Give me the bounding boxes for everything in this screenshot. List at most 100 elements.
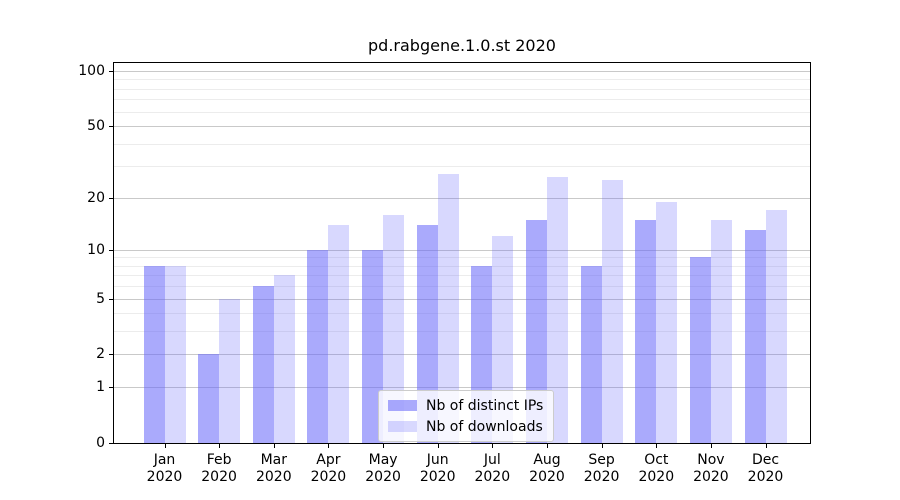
bar-ips-aug <box>526 219 547 443</box>
xtick-mark-dec <box>765 444 767 448</box>
xtick-year: 2020 <box>255 469 292 485</box>
gridline-5 <box>114 298 810 300</box>
bar-downloads-may <box>383 214 405 443</box>
xtick-month: May <box>368 452 398 468</box>
bar-downloads-apr <box>328 224 350 443</box>
xtick-label-sep: Sep 2020 <box>567 452 637 486</box>
ytick-mark-10 <box>109 249 113 251</box>
xtick-mark-jan <box>164 444 166 448</box>
xtick-label-apr: Apr 2020 <box>293 452 363 486</box>
gridline-2 <box>114 354 810 356</box>
legend-item-distinct-ips: Nb of distinct IPs <box>388 397 543 414</box>
ytick-label-10: 10 <box>87 241 105 258</box>
xtick-month: Apr <box>316 452 341 468</box>
gridline-50 <box>114 126 810 128</box>
gridline-20 <box>114 197 810 199</box>
xtick-mark-mar <box>273 444 275 448</box>
xtick-label-mar: Mar 2020 <box>239 452 309 486</box>
gridline-90 <box>114 79 810 81</box>
bar-downloads-dec <box>765 210 787 443</box>
gridline-40 <box>114 143 810 145</box>
legend-item-downloads: Nb of downloads <box>388 418 543 435</box>
xtick-mark-nov <box>710 444 712 448</box>
gridline-7 <box>114 275 810 277</box>
xtick-label-oct: Oct 2020 <box>621 452 691 486</box>
xtick-month: Jun <box>426 452 449 468</box>
bar-ips-nov <box>689 257 711 443</box>
ytick-mark-2 <box>109 354 113 356</box>
gridline-80 <box>114 88 810 90</box>
xtick-year: 2020 <box>146 469 183 485</box>
bar-ips-jun <box>416 224 438 443</box>
ytick-mark-5 <box>109 298 113 300</box>
xtick-label-jun: Jun 2020 <box>403 452 473 486</box>
gridline-4 <box>114 313 810 315</box>
xtick-year: 2020 <box>310 469 347 485</box>
xtick-mark-apr <box>328 444 330 448</box>
gridline-1 <box>114 387 810 389</box>
ytick-label-20: 20 <box>87 189 105 206</box>
bar-ips-feb <box>198 354 220 443</box>
xtick-mark-jul <box>492 444 494 448</box>
xtick-mark-may <box>383 444 385 448</box>
xtick-label-jul: Jul 2020 <box>457 452 527 486</box>
bar-ips-mar <box>252 286 274 443</box>
gridline-8 <box>114 265 810 267</box>
bar-downloads-aug <box>547 177 568 443</box>
xtick-month: Aug <box>533 452 561 468</box>
gridline-60 <box>114 111 810 113</box>
bar-downloads-mar <box>273 275 295 443</box>
xtick-label-may: May 2020 <box>348 452 418 486</box>
gridline-9 <box>114 257 810 259</box>
gridline-100 <box>114 71 810 72</box>
gridline-30 <box>114 166 810 168</box>
xtick-label-aug: Aug 2020 <box>512 452 582 486</box>
xtick-month: Feb <box>206 452 232 468</box>
bar-ips-jan <box>143 265 165 443</box>
xtick-year: 2020 <box>365 469 401 485</box>
ytick-label-50: 50 <box>87 118 105 135</box>
xtick-mark-sep <box>601 444 603 448</box>
bar-downloads-jan <box>164 265 186 443</box>
legend-swatch-distinct-ips <box>388 400 417 411</box>
ytick-mark-1 <box>109 387 113 389</box>
bar-downloads-sep <box>601 180 623 443</box>
xtick-year: 2020 <box>693 469 729 485</box>
gridline-10 <box>114 249 810 251</box>
legend-swatch-downloads <box>388 421 417 432</box>
xtick-label-jan: Jan 2020 <box>130 452 200 486</box>
legend-label-distinct-ips: Nb of distinct IPs <box>426 397 544 414</box>
xtick-mark-aug <box>547 444 548 448</box>
bar-ips-oct <box>635 219 657 443</box>
xtick-month: Jul <box>483 452 501 468</box>
chart-title: pd.rabgene.1.0.st 2020 <box>368 36 556 55</box>
legend: Nb of distinct IPs Nb of downloads <box>378 390 555 442</box>
bar-downloads-jun <box>437 174 459 443</box>
xtick-year: 2020 <box>747 469 784 485</box>
gridline-70 <box>114 99 810 101</box>
bar-ips-may <box>362 249 384 443</box>
xtick-label-dec: Dec 2020 <box>731 452 801 486</box>
ytick-mark-0 <box>109 443 113 444</box>
ytick-label-0: 0 <box>96 435 105 451</box>
bar-downloads-feb <box>219 298 241 443</box>
ytick-mark-100 <box>109 71 113 72</box>
xtick-label-feb: Feb 2020 <box>184 452 254 486</box>
xtick-label-nov: Nov 2020 <box>676 452 746 486</box>
xtick-mark-jun <box>437 444 439 448</box>
ytick-label-5: 5 <box>96 290 105 307</box>
xtick-month: Jan <box>153 452 176 468</box>
xtick-month: Mar <box>260 452 287 468</box>
bar-ips-sep <box>580 265 602 443</box>
ytick-label-100: 100 <box>78 63 105 79</box>
xtick-month: Sep <box>588 452 615 468</box>
xtick-month: Dec <box>751 452 780 468</box>
xtick-mark-oct <box>656 444 658 448</box>
xtick-year: 2020 <box>474 469 511 485</box>
gridline-6 <box>114 286 810 288</box>
gridline-3 <box>114 331 810 333</box>
legend-label-downloads: Nb of downloads <box>426 418 543 435</box>
xtick-year: 2020 <box>419 469 456 485</box>
ytick-label-1: 1 <box>96 379 105 396</box>
